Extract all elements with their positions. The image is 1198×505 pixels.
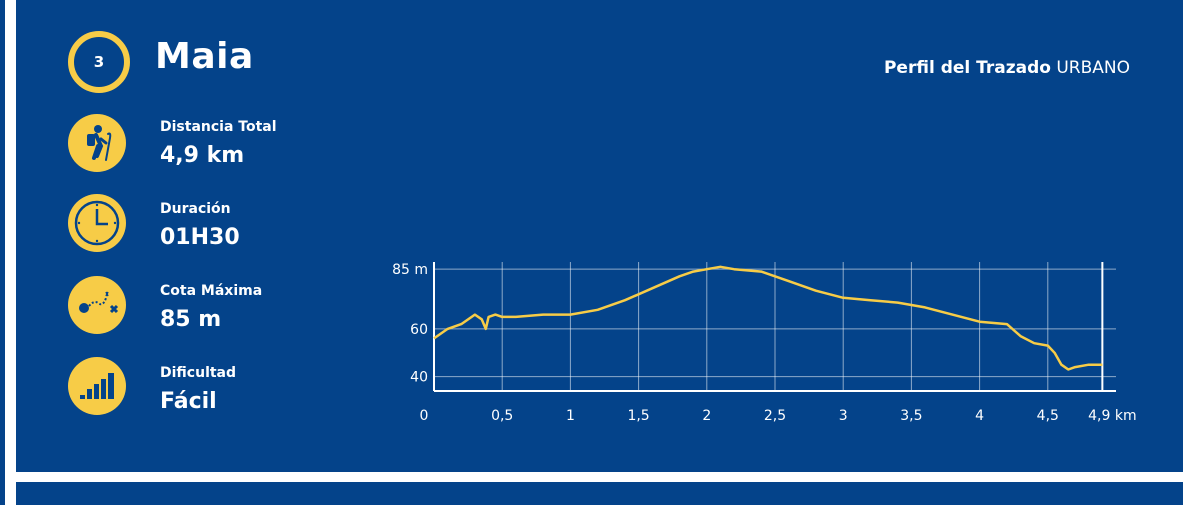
stat-value-max-altitude: 85 m <box>160 307 222 332</box>
x-tick-label: 1,5 <box>627 408 649 424</box>
stat-value-duration: 01H30 <box>160 225 240 250</box>
next-route-panel <box>16 482 1183 505</box>
x-tick-label: 4 <box>975 408 984 424</box>
profile-header: Perfil del Trazado URBANO <box>884 58 1130 78</box>
stat-label-duration: Duración <box>160 201 231 217</box>
difficulty-bars-icon <box>68 357 126 415</box>
chart-axes <box>433 262 1116 392</box>
stat-label-distance: Distancia Total <box>160 119 277 135</box>
y-tick-label: 40 <box>410 370 428 386</box>
stat-label-max-altitude: Cota Máxima <box>160 283 263 299</box>
x-tick-label: 2,5 <box>764 408 786 424</box>
clock-icon <box>68 194 126 252</box>
x-tick-label: 0 <box>420 408 429 424</box>
stat-label-difficulty: Dificultad <box>160 365 237 381</box>
x-tick-label: 3 <box>839 408 848 424</box>
x-tick-label: 3,5 <box>900 408 922 424</box>
x-tick-label: 4,5 <box>1037 408 1059 424</box>
x-tick-label: 2 <box>702 408 711 424</box>
y-tick-labels: 40 60 85 m <box>392 262 428 386</box>
left-border <box>0 0 5 505</box>
y-tick-label: 60 <box>410 322 428 338</box>
route-title: Maia <box>155 36 254 77</box>
route-number-badge: 3 <box>68 31 130 93</box>
x-tick-label: 1 <box>566 408 575 424</box>
y-tick-label: 85 m <box>392 262 428 278</box>
route-panel <box>16 0 1183 472</box>
hiker-icon <box>68 114 126 172</box>
elevation-profile-line <box>433 265 1103 371</box>
stat-value-distance: 4,9 km <box>160 143 245 168</box>
route-path-icon <box>68 276 126 334</box>
profile-title: Perfil del Trazado <box>883 58 1051 78</box>
x-tick-label: 0,5 <box>491 408 513 424</box>
chart-grid <box>434 262 1116 391</box>
x-tick-labels: 0 0,5 1 1,5 2 2,5 3 3,5 4 4,5 4,9 km <box>420 408 1137 424</box>
x-tick-label: 4,9 km <box>1088 408 1136 424</box>
stat-value-difficulty: Fácil <box>160 389 217 414</box>
profile-type: URBANO <box>1056 58 1130 78</box>
